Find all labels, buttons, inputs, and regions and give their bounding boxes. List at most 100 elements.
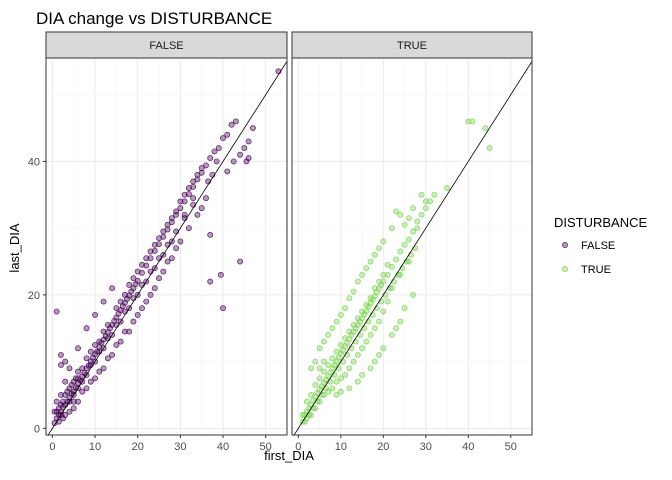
data-point xyxy=(401,221,408,228)
data-point xyxy=(410,205,417,212)
data-point xyxy=(241,145,248,152)
data-point xyxy=(215,145,222,152)
data-point xyxy=(107,325,113,332)
data-point xyxy=(354,351,361,358)
data-point xyxy=(117,298,124,305)
data-point xyxy=(119,303,126,310)
legend-entry-true: TRUE xyxy=(562,264,611,276)
data-point xyxy=(363,301,370,308)
data-point xyxy=(198,165,205,172)
data-point xyxy=(384,271,391,278)
data-point xyxy=(342,335,349,342)
data-point xyxy=(376,245,383,252)
data-point xyxy=(410,228,417,235)
data-point xyxy=(380,271,387,278)
data-point xyxy=(245,155,252,162)
data-point xyxy=(156,275,162,282)
data-point xyxy=(92,311,99,318)
legend-label: FALSE xyxy=(581,240,615,252)
data-point xyxy=(228,121,235,128)
x-tick-label: 40 xyxy=(462,441,474,453)
data-point xyxy=(320,380,327,386)
data-point xyxy=(68,382,75,388)
x-tick-label: 0 xyxy=(49,441,55,453)
facet-panels: FALSE 0 10 20 30 40 50 0 20 40 TRUE 0 10 20 30 40 50 xyxy=(28,31,533,453)
data-point xyxy=(75,368,81,375)
points-false xyxy=(51,68,282,426)
data-point xyxy=(75,375,81,382)
data-point xyxy=(134,268,141,275)
data-point xyxy=(388,285,395,292)
data-point xyxy=(465,118,472,125)
data-point xyxy=(87,348,94,355)
data-point xyxy=(128,288,135,295)
data-point xyxy=(316,375,323,382)
data-point xyxy=(354,378,361,385)
data-point xyxy=(143,262,150,269)
data-point xyxy=(66,408,73,415)
legend-title: DISTURBANCE xyxy=(554,215,648,230)
data-point xyxy=(113,341,120,348)
data-point xyxy=(177,198,184,205)
data-point xyxy=(414,218,421,225)
panel-border xyxy=(45,57,288,436)
data-point xyxy=(350,328,357,335)
data-point xyxy=(354,278,361,285)
data-point xyxy=(359,271,366,278)
data-point xyxy=(207,278,214,285)
data-point xyxy=(422,198,429,205)
data-point xyxy=(359,371,366,378)
data-point xyxy=(220,135,226,142)
x-tick-label: 10 xyxy=(335,441,347,453)
data-point xyxy=(126,328,133,335)
legend: DISTURBANCE FALSE TRUE xyxy=(554,215,648,276)
data-point xyxy=(151,247,158,254)
data-point xyxy=(393,256,400,263)
data-point xyxy=(53,408,60,415)
data-point xyxy=(329,365,336,372)
data-point xyxy=(94,348,101,355)
data-point xyxy=(213,158,220,165)
data-point xyxy=(160,268,167,275)
data-point xyxy=(151,241,158,248)
data-point xyxy=(87,378,94,385)
x-tick-label: 0 xyxy=(295,441,301,453)
data-point xyxy=(316,386,323,393)
data-point xyxy=(185,225,192,232)
data-point xyxy=(185,185,192,192)
data-point xyxy=(333,348,340,355)
data-point xyxy=(393,208,400,215)
facet-strip-label: TRUE xyxy=(397,40,427,52)
y-tick-label: 20 xyxy=(28,290,40,302)
data-point xyxy=(168,219,175,226)
data-point xyxy=(134,277,141,284)
data-point xyxy=(388,331,395,338)
data-point xyxy=(316,398,323,405)
data-point xyxy=(132,281,139,288)
data-point xyxy=(299,412,306,418)
data-point xyxy=(224,131,231,138)
data-point xyxy=(367,258,374,265)
data-point xyxy=(418,211,425,218)
data-point xyxy=(173,245,180,252)
data-point xyxy=(337,388,344,395)
facet-strip-label: FALSE xyxy=(149,40,183,52)
legend-entry-false: FALSE xyxy=(562,240,615,252)
data-point xyxy=(405,258,412,265)
data-point xyxy=(64,388,71,395)
identity-line xyxy=(47,61,287,435)
data-point xyxy=(320,368,327,375)
data-point xyxy=(62,412,69,418)
data-point xyxy=(397,211,404,218)
data-point xyxy=(57,402,64,408)
data-point xyxy=(346,365,353,372)
data-point xyxy=(371,325,378,332)
data-point xyxy=(139,261,145,268)
x-tick-label: 30 xyxy=(420,441,432,453)
x-axis-title: first_DIA xyxy=(264,448,314,463)
data-point xyxy=(109,351,116,358)
data-point xyxy=(308,365,315,372)
data-point xyxy=(243,158,250,165)
data-point xyxy=(51,408,58,415)
data-point xyxy=(367,365,374,372)
